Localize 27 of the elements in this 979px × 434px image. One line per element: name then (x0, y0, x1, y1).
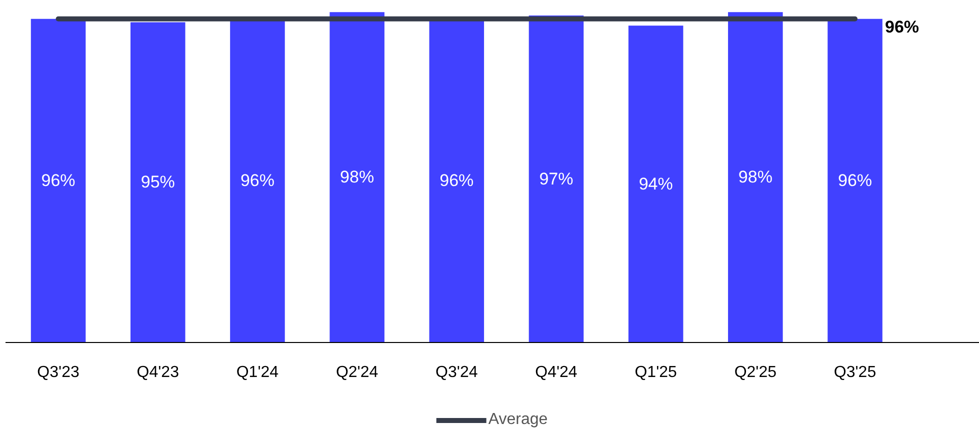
data-label: 96% (885, 17, 920, 36)
x-tick-label: Q2'25 (734, 364, 777, 382)
data-label: 98% (738, 168, 772, 187)
data-label: 97% (539, 169, 574, 188)
data-label: 96% (838, 170, 872, 190)
legend-label: Average (488, 410, 548, 430)
bar (330, 12, 384, 342)
data-label: 96% (240, 170, 274, 190)
data-label: 98% (340, 168, 374, 187)
x-tick-label: Q3'25 (834, 364, 876, 382)
x-tick-label: Q3'23 (37, 364, 80, 382)
x-tick-label: Q3'24 (436, 364, 478, 382)
x-tick-label: Q1'25 (634, 364, 678, 382)
bar (30, 18, 86, 342)
bar (828, 18, 882, 342)
bar (728, 12, 783, 342)
data-label: 95% (140, 172, 175, 192)
data-label: 96% (440, 170, 474, 190)
x-tick-label: Q4'24 (535, 364, 578, 382)
bar (628, 26, 684, 342)
bar (528, 15, 584, 342)
x-tick-label: Q1'24 (236, 364, 279, 382)
data-label: 94% (638, 174, 673, 194)
x-tick-label: Q2'24 (336, 364, 378, 382)
data-label: 96% (41, 170, 76, 190)
bar (130, 22, 186, 342)
x-tick-label: Q4'23 (136, 364, 180, 382)
